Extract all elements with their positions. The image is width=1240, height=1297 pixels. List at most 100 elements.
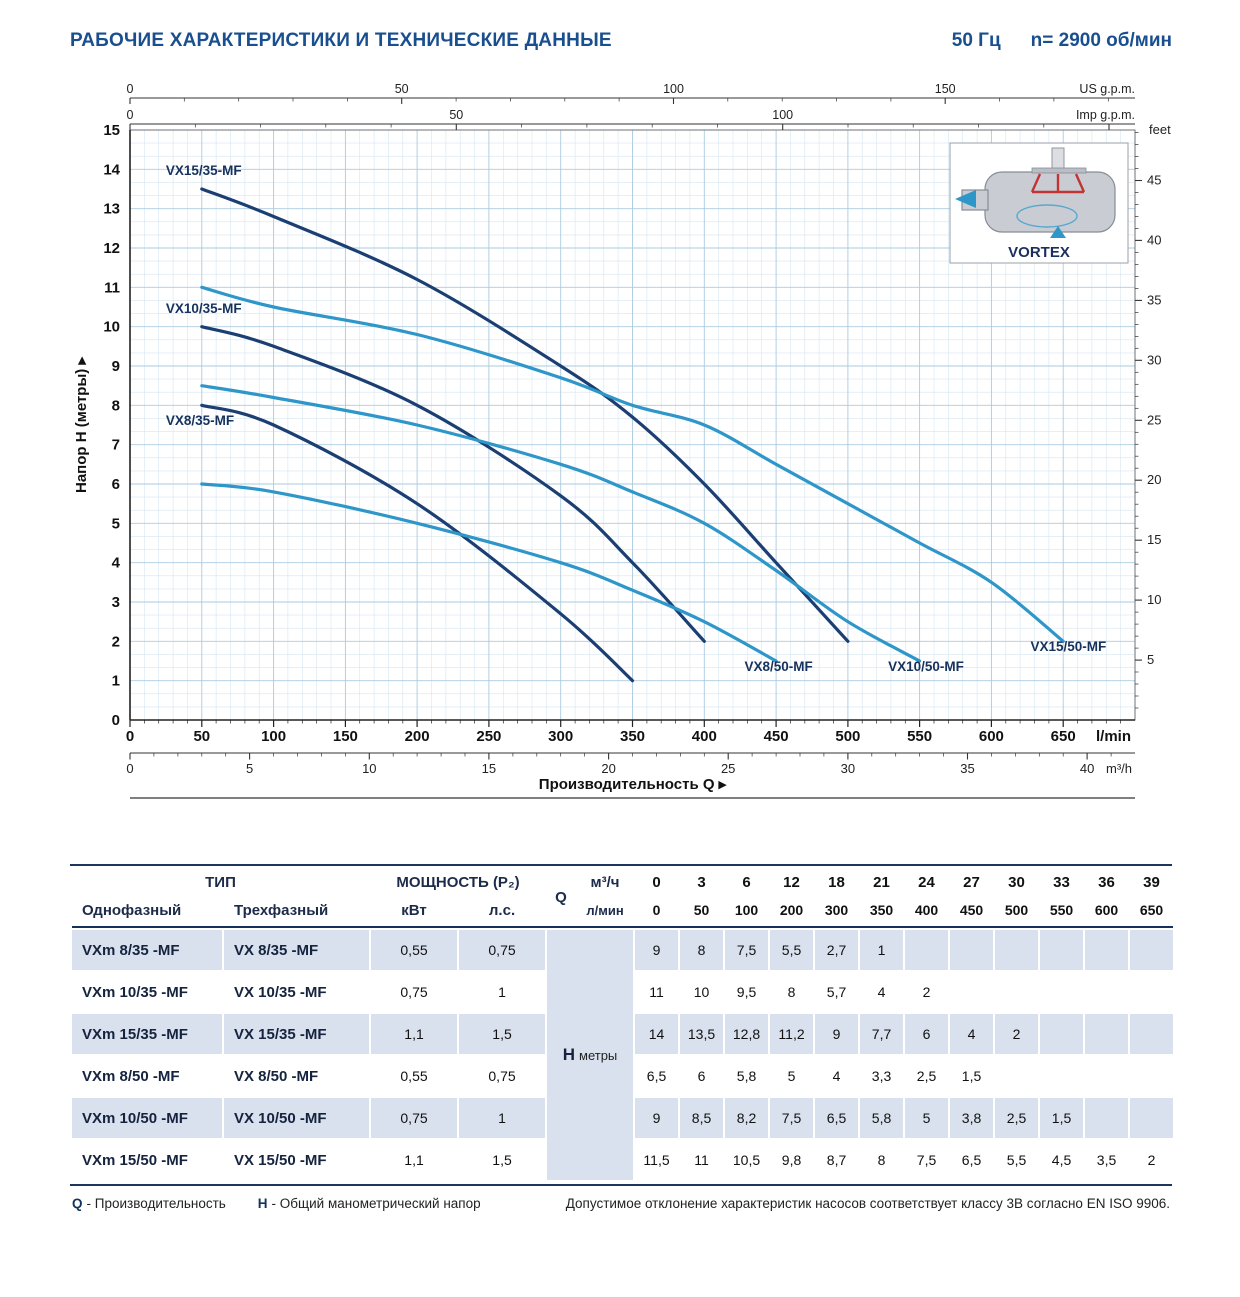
head-value (1130, 1056, 1173, 1096)
m3h-value-header: 6 (742, 873, 751, 891)
feet-tick-label: 10 (1147, 592, 1161, 607)
head-value: 6 (697, 1068, 706, 1084)
lmin-tick-label: 300 (548, 728, 573, 745)
tolerance-note: Допустимое отклонение характеристик насо… (565, 1196, 1170, 1211)
single-phase-model: VXm 8/35 -MF (72, 930, 222, 970)
head-value (995, 930, 1039, 970)
feet-tick-label: 45 (1147, 173, 1161, 188)
kw-header: кВт (401, 901, 427, 919)
head-value: 8 (680, 930, 724, 970)
head-m-tick-label: 15 (103, 122, 120, 139)
curve-label-VX15/35-MF: VX15/35-MF (166, 163, 242, 178)
power-kw-value: 1,1 (404, 1152, 424, 1168)
head-value (1085, 1014, 1129, 1054)
lmin-value-header: 300 (824, 902, 849, 918)
head-m-tick-label: 12 (103, 240, 120, 257)
curve-VX10/50-MF (200, 384, 922, 663)
frequency-label: 50 Гц (951, 30, 1001, 51)
head-value: 9 (815, 1014, 859, 1054)
m3h-value-header: 21 (873, 873, 890, 891)
m3h-tick-label: 20 (601, 761, 615, 776)
frequency-speed: 50 Гц n= 2900 об/мин (952, 30, 1172, 52)
head-value: 8,5 (680, 1098, 724, 1138)
lmin-tick-label: 450 (764, 728, 789, 745)
head-value (1085, 1056, 1128, 1096)
head-m-tick-label: 14 (103, 161, 120, 178)
curve-label-VX15/50-MF: VX15/50-MF (1031, 639, 1107, 654)
lmin-value-header: 0 (652, 902, 661, 918)
m3h-tick-label: 0 (126, 761, 133, 776)
us-gpm-axis-tick-label: 0 (127, 82, 134, 96)
head-value (1040, 1014, 1084, 1054)
three-phase-model: VX 8/50 -MF (234, 1067, 319, 1085)
impeller-mount (1031, 167, 1087, 174)
curve-VX8/50-MF (200, 482, 778, 663)
curve-label-VX10/35-MF: VX10/35-MF (166, 301, 242, 316)
head-value: 2 (995, 1014, 1039, 1054)
q-header: Q (555, 888, 567, 906)
lmin-tick-label: 650 (1051, 728, 1076, 745)
h-definition: - Общий манометрический напор (271, 1196, 481, 1211)
power-hp-value: 0,75 (488, 1068, 516, 1084)
lmin-unit-header: л/мин (586, 902, 624, 918)
curve-label-VX10/50-MF: VX10/50-MF (888, 659, 964, 674)
lmin-tick-label: 50 (193, 728, 210, 745)
lmin-tick-label: 550 (907, 728, 932, 745)
single-phase-header: Однофазный (82, 901, 182, 919)
m3h-value-header: 30 (1008, 873, 1025, 891)
power-kw-value: 1,1 (371, 1014, 458, 1054)
us-gpm-axis-unit-label: US g.p.m. (1079, 82, 1135, 96)
q-definition: - Производительность (86, 1196, 226, 1211)
curve-VX10/35-MF (200, 325, 706, 643)
three-phase-model: VX 8/35 -MF (224, 930, 370, 970)
head-value (1040, 1056, 1083, 1096)
m3h-tick-label: 35 (960, 761, 974, 776)
impeller-icon (1030, 173, 1086, 194)
m3h-value-header: 33 (1053, 873, 1070, 891)
imp-gpm-axis-unit-label: Imp g.p.m. (1076, 108, 1135, 122)
power-kw-value: 0,55 (371, 930, 458, 970)
head-value (1085, 930, 1129, 970)
head-value: 1,5 (961, 1068, 982, 1084)
m3h-unit-label: m³/h (1106, 761, 1132, 776)
head-value: 10 (693, 984, 710, 1000)
three-phase-model: VX 10/50 -MF (224, 1098, 370, 1138)
power-kw-value: 0,75 (400, 984, 428, 1000)
head-value: 11 (694, 1152, 709, 1168)
m3h-tick-label: 10 (362, 761, 376, 776)
up-flow-arrow (1050, 226, 1066, 238)
x-axis-title: Производительность Q ▸ (539, 776, 728, 793)
single-phase-model: VXm 10/50 -MF (72, 1098, 222, 1138)
lmin-tick-label: 500 (835, 728, 860, 745)
single-phase-model: VXm 15/50 -MF (82, 1151, 188, 1169)
head-value (905, 930, 949, 970)
lmin-tick-label: 0 (126, 728, 134, 745)
head-m-tick-label: 13 (103, 201, 120, 218)
power-hp-value: 1,5 (459, 1014, 546, 1054)
head-value: 4 (832, 1068, 841, 1084)
us-gpm-axis-tick-label: 50 (395, 82, 409, 96)
h-label: H (562, 1045, 576, 1064)
head-value (1040, 972, 1083, 1012)
head-value: 4,5 (1051, 1152, 1072, 1168)
m3h-tick-label: 5 (246, 761, 253, 776)
head-value: 2 (922, 984, 931, 1000)
lmin-unit-label: l/min (1096, 728, 1131, 745)
m3h-tick-label: 40 (1080, 761, 1094, 776)
head-value: 8,2 (725, 1098, 769, 1138)
head-m-tick-label: 3 (112, 594, 120, 611)
lmin-value-header: 400 (914, 902, 939, 918)
head-value: 4 (877, 984, 886, 1000)
lmin-value-header: 200 (779, 902, 804, 918)
head-value: 5,7 (826, 984, 847, 1000)
head-value: 9 (635, 930, 679, 970)
imp-gpm-axis-tick-label: 50 (449, 108, 463, 122)
m3h-tick-label: 25 (721, 761, 735, 776)
chart-canvas: 0 50 100 150 US g.p.m.0 50 100 Imp g.p.m.012345… (73, 82, 1171, 799)
lmin-tick-label: 250 (476, 728, 501, 745)
head-value (1130, 930, 1174, 970)
feet-tick-label: 25 (1147, 412, 1161, 427)
lmin-value-header: 450 (959, 902, 984, 918)
